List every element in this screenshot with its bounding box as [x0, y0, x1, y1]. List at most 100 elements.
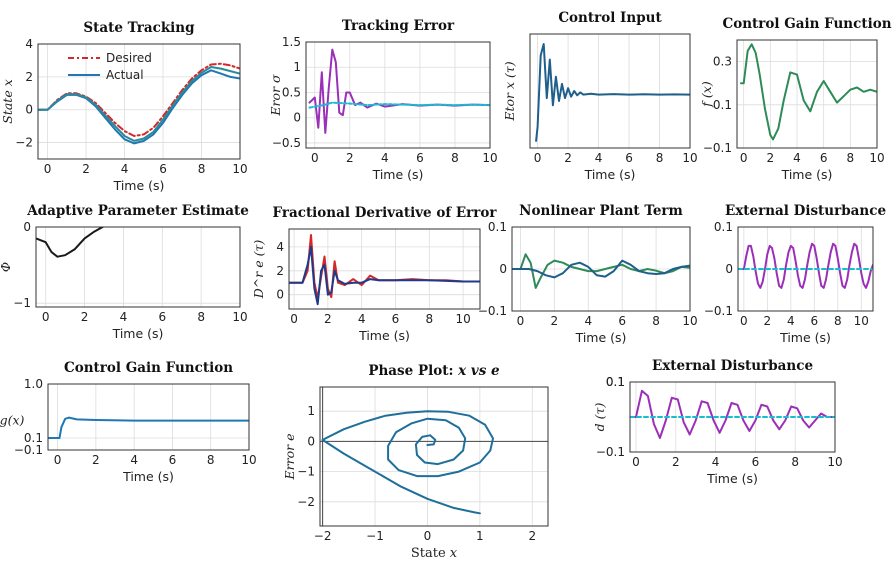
x-tick-label: 2: [672, 455, 680, 469]
y-tick-label: 0: [293, 111, 301, 125]
chart-title: Tracking Error: [342, 18, 455, 34]
x-tick-label: 2: [92, 453, 100, 467]
y-tick-label: 0: [725, 262, 733, 276]
x-tick-label: 4: [358, 312, 366, 326]
y-tick-label: 0.1: [606, 375, 625, 389]
x-tick-label: 6: [820, 151, 828, 165]
panel-p0: 0 2 4 6 8 10 −2 0 2 4 State Tracking Time (s) State …: [0, 20, 248, 193]
x-tick-label: 2: [82, 162, 90, 176]
chart-title: Fractional Derivative of Error: [273, 205, 498, 221]
x-tick-label: 0: [44, 162, 52, 176]
x-tick-label: 4: [120, 310, 128, 324]
y-tick-label: −0.1: [14, 443, 43, 457]
x-tick-label: 0: [54, 453, 62, 467]
x-tick-label: 6: [159, 162, 167, 176]
series-line-error: [308, 48, 490, 134]
y-axis-label: Etor x (τ): [502, 61, 517, 121]
x-axis-label: Time (s): [372, 167, 424, 182]
panel-p8: 0 2 4 6 8 10 −0.10.1 1.0 Control Gain Function Ti…: [0, 360, 257, 484]
y-axis-label: Error e: [282, 434, 297, 481]
y-tick-label: −0.1: [704, 304, 733, 318]
x-tick-label: 0: [740, 151, 748, 165]
plot-frame: [47, 383, 250, 451]
chart-title: Control Gain Function: [64, 360, 233, 376]
x-tick-label: 10: [232, 310, 247, 324]
series-line-u: [535, 43, 690, 142]
x-axis-label: Time (s): [575, 330, 627, 345]
x-tick-label: 0: [517, 314, 525, 328]
x-tick-label: 4: [787, 314, 795, 328]
series-line-g: [48, 416, 249, 439]
panel-p9: −2 −1 0 1 2 −2 −1 0 1 Phase Plot: x vs e State x Er…: [282, 363, 549, 561]
x-tick-label: 10: [455, 312, 470, 326]
x-tick-label: 2: [324, 312, 332, 326]
y-tick-label: 1: [307, 404, 315, 418]
x-tick-label: 8: [652, 314, 660, 328]
y-tick-label: 0.5: [282, 85, 301, 99]
y-tick-label: −1: [13, 296, 31, 310]
plot-frame: [37, 43, 241, 160]
y-tick-label: 0: [25, 103, 33, 117]
plot-frame: [736, 39, 878, 149]
plot-frame: [511, 226, 691, 312]
y-tick-label: 0.1: [713, 98, 732, 112]
x-tick-label: 6: [169, 453, 177, 467]
y-tick-label: −0.5: [272, 136, 301, 150]
x-tick-label: 4: [595, 151, 603, 165]
series-line-f: [740, 43, 877, 141]
chart-title: Phase Plot: x vs e: [368, 363, 500, 379]
series-line-plant-term-2-: [512, 259, 690, 279]
y-tick-label: 4: [276, 240, 284, 254]
x-tick-label: 10: [482, 151, 497, 165]
chart-title: External Disturbance: [725, 203, 886, 219]
panel-p1: 0 2 4 6 8 10 −0.5 0 0.5 1 1.5 Tracking Error Time (s…: [268, 18, 498, 182]
y-tick-label: 0.1: [714, 220, 733, 234]
chart-title: State Tracking: [83, 20, 195, 36]
y-tick-label: 1.5: [282, 35, 301, 49]
x-tick-label: 10: [682, 151, 697, 165]
y-tick-label: −0.1: [596, 445, 625, 459]
x-tick-label: −1: [366, 529, 384, 543]
x-tick-label: 8: [834, 314, 842, 328]
legend-entry: Actual: [106, 68, 144, 82]
x-tick-label: 8: [425, 312, 433, 326]
y-tick-label: 0.1: [488, 220, 507, 234]
x-axis-label: Time (s): [584, 167, 636, 182]
x-tick-label: 8: [791, 455, 799, 469]
y-tick-label: 0: [23, 220, 31, 234]
y-tick-label: 0.1: [606, 375, 625, 389]
series-line-actual-2-: [38, 66, 240, 142]
y-tick-label: 1: [293, 60, 301, 74]
x-tick-label: 2: [564, 151, 572, 165]
x-tick-label: −2: [314, 529, 332, 543]
plot-frame: [737, 226, 874, 312]
y-tick-label: 0.1: [24, 431, 43, 445]
x-tick-label: 0: [290, 312, 298, 326]
chart-title: Adaptive Parameter Estimate: [26, 203, 249, 219]
x-axis-label: State x: [411, 546, 458, 561]
x-tick-label: 0: [42, 310, 50, 324]
panel-p6: 0 2 4 6 8 10 −0.1 0 0.1 Nonlinear Plant Term Time …: [478, 203, 698, 345]
x-tick-label: 4: [381, 151, 389, 165]
y-tick-label: 0: [307, 434, 315, 448]
chart-title: Control Input: [558, 10, 662, 26]
x-axis-label: Time (s): [706, 471, 758, 486]
x-tick-label: 10: [241, 453, 256, 467]
y-tick-label: 0: [276, 288, 284, 302]
x-tick-label: 6: [752, 455, 760, 469]
x-tick-label: 4: [584, 314, 592, 328]
x-tick-label: 6: [810, 314, 818, 328]
chart-title: Nonlinear Plant Term: [519, 203, 683, 219]
x-tick-label: 6: [618, 314, 626, 328]
plot-frame: [629, 381, 836, 453]
x-axis-label: Time (s): [781, 167, 833, 182]
x-tick-label: 0: [311, 151, 319, 165]
panel-p5: 0 2 4 6 8 10 0 2 4 Fractional Derivative of Error…: [251, 205, 497, 343]
x-tick-label: 8: [847, 151, 855, 165]
legend: Desired Actual: [68, 51, 152, 82]
x-tick-label: 8: [197, 310, 205, 324]
x-tick-label: 2: [764, 314, 772, 328]
y-tick-label: −2: [15, 136, 33, 150]
